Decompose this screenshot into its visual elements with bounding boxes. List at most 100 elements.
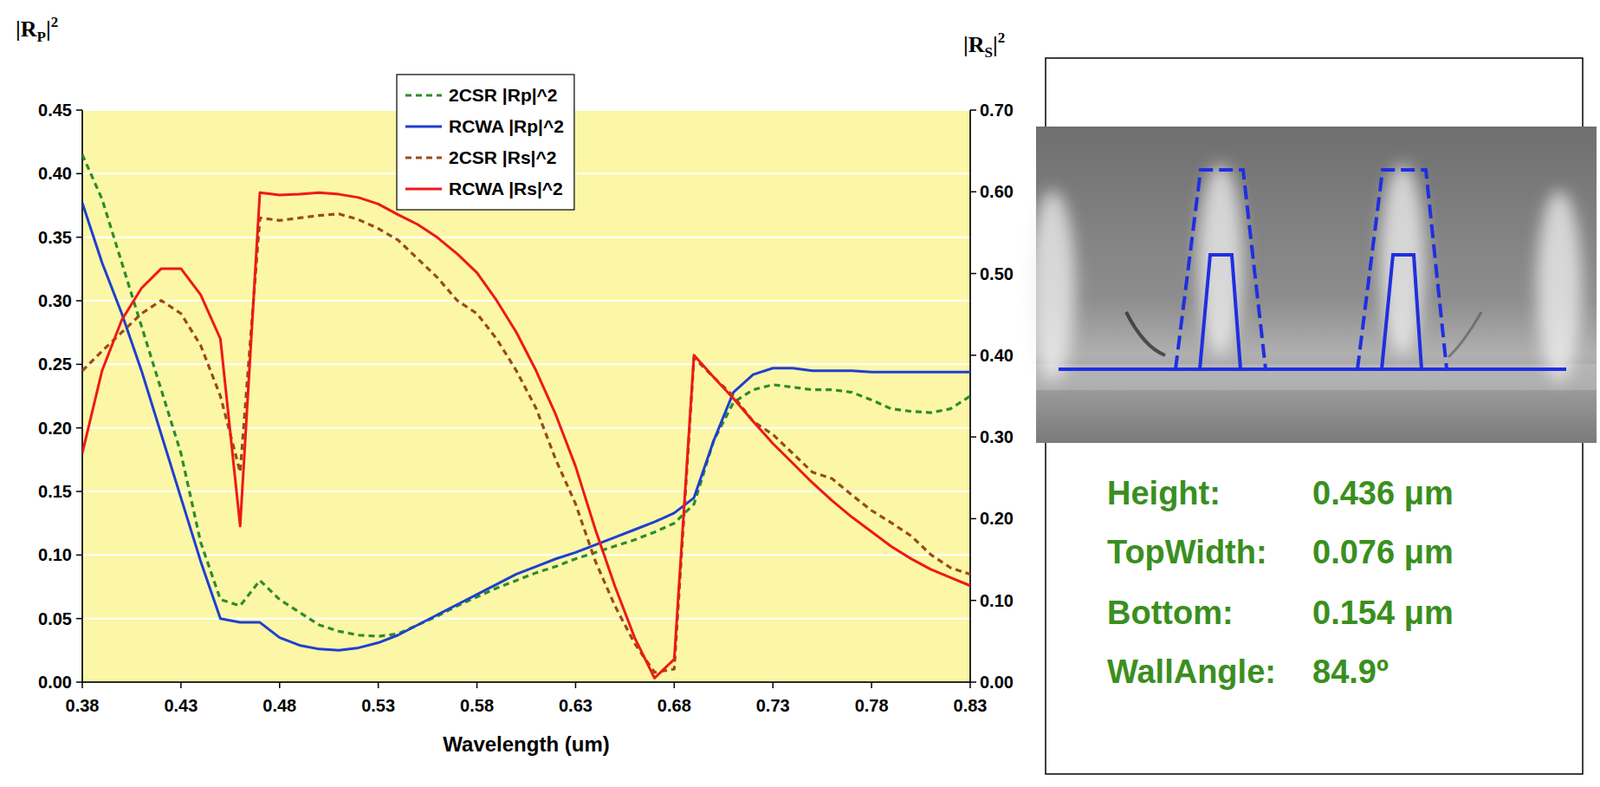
legend-swatch <box>405 94 442 98</box>
annotation-label: WallAngle: <box>1107 653 1277 690</box>
y-tick <box>76 427 83 429</box>
y2-tick <box>970 354 977 357</box>
annotation-label: Height: <box>1107 474 1221 512</box>
axis-title-part: |R <box>963 32 985 58</box>
y2-tick-label: 0.30 <box>979 427 1014 447</box>
y-tick <box>76 617 83 620</box>
x-tick-label: 0.63 <box>558 695 593 715</box>
y-tick-label: 0.25 <box>38 354 72 374</box>
y2-tick <box>970 109 977 111</box>
x-tick <box>81 681 84 688</box>
x-tick-label: 0.68 <box>657 695 692 715</box>
y-tick <box>76 554 83 557</box>
sem-feature <box>1448 311 1482 357</box>
x-axis-title: Wavelength (um) <box>442 731 609 756</box>
y2-tick <box>970 191 977 194</box>
axis-title-part: |R <box>15 16 38 42</box>
x-tick-label: 0.58 <box>459 695 494 715</box>
x-tick <box>673 681 676 688</box>
x-tick <box>180 681 182 688</box>
x-tick <box>969 681 972 688</box>
y-tick <box>76 299 83 302</box>
y2-tick-label: 0.60 <box>979 181 1014 201</box>
annotation-value: 0.436 μm <box>1312 474 1454 512</box>
series-line <box>82 192 971 678</box>
plot-area <box>82 110 971 682</box>
sem-feature <box>1126 311 1166 356</box>
sem-band <box>1036 363 1597 390</box>
annotation-value: 0.154 μm <box>1312 594 1454 631</box>
grid-line <box>82 490 971 493</box>
y-tick-label: 0.20 <box>38 418 72 438</box>
profile-outer <box>1175 169 1266 370</box>
sem-glow <box>1536 190 1582 382</box>
y-axis-line <box>81 110 84 682</box>
y-tick-label: 0.05 <box>38 608 72 629</box>
legend-box <box>396 74 575 210</box>
annotation-label: TopWidth: <box>1107 533 1268 571</box>
y2-tick-label: 0.70 <box>979 100 1014 120</box>
sem-glow <box>1029 190 1076 382</box>
axis-title-sub: P <box>37 28 46 46</box>
x-tick <box>771 681 774 688</box>
x-tick-label: 0.43 <box>163 695 198 715</box>
axis-title: |RS|2 <box>963 29 1005 61</box>
y2-tick-label: 0.00 <box>979 672 1014 692</box>
axes: 0.00 0.05 0.10 0.15 0.20 0.25 0.30 0.35 0.40 0.45… <box>38 100 1014 715</box>
y-tick <box>76 490 83 493</box>
legend: 2CSR |Rp|^2RCWA |Rp|^22CSR |Rs|^2RCWA |R… <box>396 74 575 210</box>
y-tick-label: 0.30 <box>38 291 72 311</box>
annotation-label: Bottom: <box>1107 594 1234 631</box>
legend-label: RCWA |Rs|^2 <box>448 178 564 199</box>
x-tick-label: 0.38 <box>65 695 100 715</box>
y-tick-label: 0.45 <box>38 100 72 120</box>
sem-image <box>1036 126 1597 443</box>
profile-outer <box>1357 169 1447 370</box>
series-line <box>82 213 971 673</box>
series-group <box>82 154 971 678</box>
axis-title: |RP|2 <box>15 13 59 46</box>
profile-inner <box>1381 254 1422 370</box>
y2-tick <box>970 435 977 438</box>
legend-label: 2CSR |Rp|^2 <box>448 84 558 105</box>
grid-line <box>82 362 971 365</box>
grid-line <box>82 427 971 429</box>
y2-tick <box>970 272 977 275</box>
y2-tick-label: 0.40 <box>979 345 1014 365</box>
x-tick-label: 0.48 <box>262 695 297 715</box>
y2-tick-label: 0.10 <box>979 590 1014 610</box>
x-tick <box>870 681 873 688</box>
y-tick-label: 0.40 <box>38 163 72 183</box>
axis-title-sup: 2 <box>51 13 59 31</box>
profile-baseline <box>1058 367 1567 371</box>
y-tick <box>76 680 83 683</box>
legend-swatch <box>405 125 442 129</box>
profile-inner <box>1199 254 1241 370</box>
grid-line <box>82 553 971 556</box>
y2-tick <box>970 680 977 683</box>
grid-line <box>82 299 971 302</box>
y-tick-label: 0.35 <box>38 227 72 247</box>
x-tick-label: 0.73 <box>756 695 791 715</box>
x-tick <box>476 681 479 688</box>
x-tick <box>575 681 577 688</box>
y2-axis-line <box>969 110 972 682</box>
legend-swatch <box>405 187 442 191</box>
series-line <box>82 202 971 650</box>
legend-label: RCWA |Rp|^2 <box>448 116 564 137</box>
legend-swatch <box>405 156 442 160</box>
x-tick-label: 0.83 <box>953 695 988 715</box>
series-line <box>82 154 971 636</box>
annotation-value: 84.9º <box>1312 653 1389 690</box>
y2-tick-label: 0.20 <box>979 508 1014 528</box>
y-tick-label: 0.00 <box>38 672 72 692</box>
y-tick <box>76 173 83 175</box>
grid-line <box>82 236 971 239</box>
x-axis-line <box>82 680 971 683</box>
y-tick <box>76 236 83 239</box>
x-tick-label: 0.78 <box>855 695 889 715</box>
x-tick <box>377 681 380 688</box>
y-tick-label: 0.15 <box>38 481 72 501</box>
y-tick-label: 0.10 <box>38 544 72 564</box>
grid-line <box>82 617 971 620</box>
